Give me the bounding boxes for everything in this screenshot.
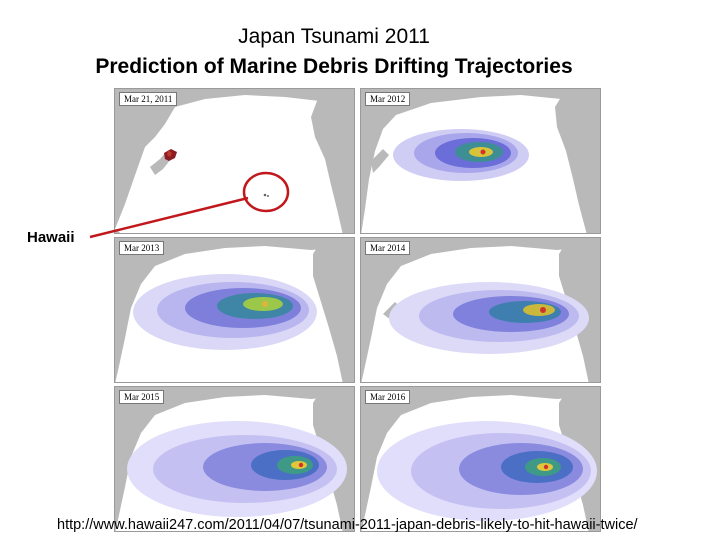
panel-date-label: Mar 2014 bbox=[365, 241, 411, 255]
map-2012 bbox=[361, 89, 600, 233]
map-panel-2016: Mar 2016 bbox=[360, 386, 601, 532]
map-panel-2014: Mar 2014 bbox=[360, 237, 601, 383]
title-line-1: Japan Tsunami 2011 bbox=[238, 25, 430, 48]
map-panel-2013: Mar 2013 bbox=[114, 237, 355, 383]
map-2014 bbox=[361, 238, 600, 382]
debris-cloud-2014 bbox=[389, 282, 589, 354]
panel-date-label: Mar 2012 bbox=[365, 92, 411, 106]
hawaii-callout-label: Hawaii bbox=[27, 229, 75, 246]
debris-cloud-2012 bbox=[393, 129, 529, 181]
debris-cloud-2016 bbox=[377, 421, 597, 521]
panel-date-label: Mar 2016 bbox=[365, 390, 411, 404]
title-line-2: Prediction of Marine Debris Drifting Tra… bbox=[95, 55, 573, 78]
debris-cloud-2013 bbox=[133, 274, 317, 350]
map-panel-2012: Mar 2012 bbox=[360, 88, 601, 234]
map-2011 bbox=[115, 89, 354, 233]
source-url[interactable]: http://www.hawaii247.com/2011/04/07/tsun… bbox=[57, 517, 638, 533]
map-panel-2015: Mar 2015 bbox=[114, 386, 355, 532]
panel-date-label: Mar 21, 2011 bbox=[119, 92, 178, 106]
panel-date-label: Mar 2013 bbox=[119, 241, 165, 255]
debris-map-grid: Mar 21, 2011 Mar 2012 bbox=[114, 88, 604, 534]
map-2015 bbox=[115, 387, 354, 531]
map-panel-2011: Mar 21, 2011 bbox=[114, 88, 355, 234]
map-2016 bbox=[361, 387, 600, 531]
map-2013 bbox=[115, 238, 354, 382]
debris-cloud-2015 bbox=[127, 421, 347, 517]
panel-date-label: Mar 2015 bbox=[119, 390, 165, 404]
